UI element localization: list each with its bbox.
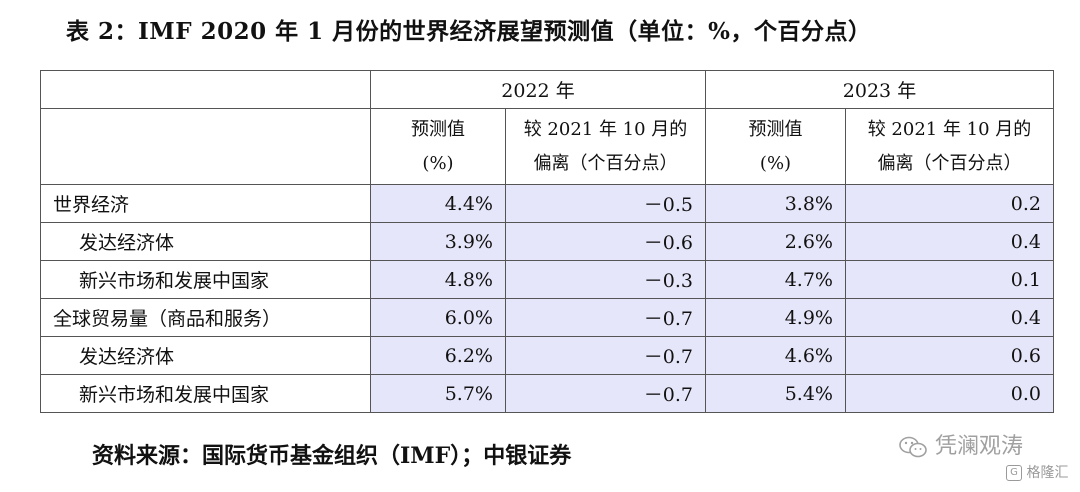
value-cell: 2.6% (705, 222, 846, 261)
table-row: 发达经济体 3.9% －0.6 2.6% 0.4 (40, 222, 1054, 261)
value-cell: 3.8% (705, 184, 846, 223)
value-cell: －0.7 (505, 374, 706, 413)
table-row: 发达经济体 6.2% －0.7 4.6% 0.6 (40, 336, 1054, 375)
source-note: 资料来源：国际货币基金组织（IMF）；中银证券 (92, 443, 572, 469)
watermark-gelonghui: G 格隆汇 (1006, 462, 1068, 482)
year-header-2022: 2022 年 (370, 70, 706, 109)
value-cell: 0.2 (845, 184, 1054, 223)
value-cell: 0.0 (845, 374, 1054, 413)
row-label: 全球贸易量（商品和服务） (40, 298, 371, 337)
row-label: 新兴市场和发展中国家 (40, 374, 371, 413)
gelonghui-logo-icon: G (1006, 465, 1022, 481)
watermark-text: 凭澜观涛 (935, 434, 1024, 459)
value-cell: 4.8% (370, 260, 506, 299)
table-row: 新兴市场和发展中国家 5.7% －0.7 5.4% 0.0 (40, 374, 1054, 413)
wechat-icon (898, 435, 928, 459)
table-row: 世界经济 4.4% －0.5 3.8% 0.2 (40, 184, 1054, 223)
forecast-table: 2022 年 2023 年 预测值 (%) 较 2021 年 10 月的 偏离（个百… (40, 70, 1054, 413)
value-cell: －0.7 (505, 336, 706, 375)
value-cell: 4.9% (705, 298, 846, 337)
value-cell: －0.7 (505, 298, 706, 337)
header-row-sub: 预测值 (%) 较 2021 年 10 月的 偏离（个百分点） 预测值 (%) 较 2… (40, 108, 1054, 185)
value-cell: 4.6% (705, 336, 846, 375)
watermark2-text: 格隆汇 (1026, 465, 1069, 481)
value-cell: －0.3 (505, 260, 706, 299)
value-cell: 6.0% (370, 298, 506, 337)
value-cell: 5.7% (370, 374, 506, 413)
sub-header-deviation-2023: 较 2021 年 10 月的 偏离（个百分点） (845, 108, 1054, 185)
sub-header-forecast-2023: 预测值 (%) (705, 108, 846, 185)
value-cell: 0.4 (845, 298, 1054, 337)
header-row-years: 2022 年 2023 年 (40, 70, 1054, 109)
table-row: 新兴市场和发展中国家 4.8% －0.3 4.7% 0.1 (40, 260, 1054, 299)
value-cell: －0.6 (505, 222, 706, 261)
value-cell: 0.6 (845, 336, 1054, 375)
value-cell: 4.7% (705, 260, 846, 299)
value-cell: 0.4 (845, 222, 1054, 261)
year-header-2023: 2023 年 (705, 70, 1054, 109)
value-cell: 4.4% (370, 184, 506, 223)
sub-header-deviation-2022: 较 2021 年 10 月的 偏离（个百分点） (505, 108, 706, 185)
corner-cell (40, 70, 371, 109)
value-cell: 6.2% (370, 336, 506, 375)
value-cell: －0.5 (505, 184, 706, 223)
table-title: 表 2：IMF 2020 年 1 月份的世界经济展望预测值（单位：%，个百分点） (66, 18, 872, 45)
table-row: 全球贸易量（商品和服务） 6.0% －0.7 4.9% 0.4 (40, 298, 1054, 337)
row-label: 世界经济 (40, 184, 371, 223)
row-label: 发达经济体 (40, 336, 371, 375)
row-label: 新兴市场和发展中国家 (40, 260, 371, 299)
value-cell: 0.1 (845, 260, 1054, 299)
corner-cell-2 (40, 108, 371, 185)
row-label: 发达经济体 (40, 222, 371, 261)
sub-header-forecast-2022: 预测值 (%) (370, 108, 506, 185)
value-cell: 3.9% (370, 222, 506, 261)
watermark: 凭澜观涛 (898, 428, 1023, 460)
value-cell: 5.4% (705, 374, 846, 413)
